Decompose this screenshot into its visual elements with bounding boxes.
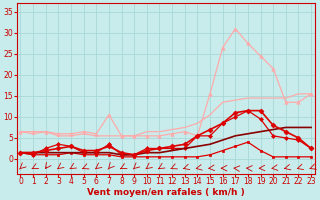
X-axis label: Vent moyen/en rafales ( km/h ): Vent moyen/en rafales ( km/h ) bbox=[87, 188, 245, 197]
